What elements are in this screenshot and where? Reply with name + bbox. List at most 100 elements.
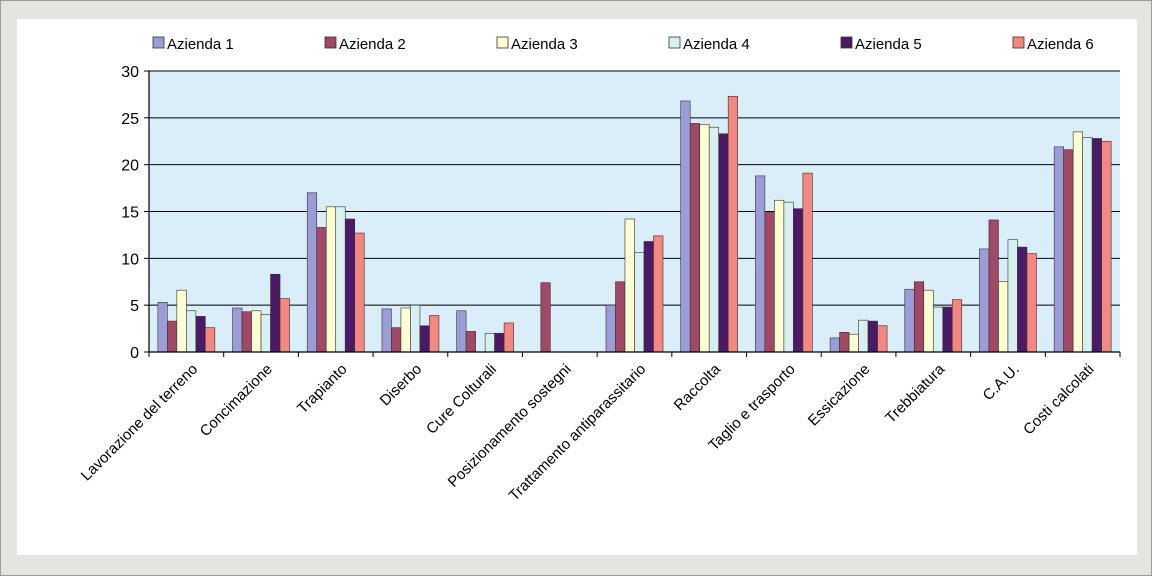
bar — [774, 199, 785, 353]
bar — [381, 308, 392, 353]
x-category-label: C.A.U. — [980, 361, 1023, 404]
bar — [605, 304, 616, 353]
bar — [186, 310, 197, 353]
bar — [708, 126, 719, 353]
x-category-label: Concimazione — [197, 361, 276, 440]
x-category-label: Raccolta — [671, 360, 725, 414]
y-tick-label: 25 — [121, 111, 139, 128]
bar — [279, 298, 290, 353]
bar — [1091, 138, 1102, 353]
bar — [680, 100, 691, 353]
legend: Azienda 1 Azienda 2 Azienda 3 Azienda 4 Azie… — [152, 36, 1094, 53]
bar — [932, 306, 944, 353]
bar — [1053, 146, 1064, 353]
legend-swatch — [496, 36, 509, 49]
bar — [904, 288, 915, 353]
bar — [867, 320, 878, 353]
bar — [325, 206, 337, 353]
bar — [306, 192, 318, 353]
bar — [839, 332, 850, 353]
bar — [1063, 149, 1074, 353]
x-category-label: Essicazione — [805, 361, 874, 430]
bar — [465, 331, 476, 353]
x-category-label: Costi calcolati — [1020, 361, 1097, 438]
legend-label: Azienda 2 — [339, 36, 406, 53]
bar — [354, 232, 365, 353]
bar — [344, 218, 356, 353]
bar — [241, 311, 252, 353]
bar — [232, 307, 243, 353]
bar — [251, 310, 262, 353]
bar — [157, 302, 168, 353]
bar — [1007, 239, 1018, 353]
x-category-label: Trattamento antiparassitario — [506, 361, 650, 505]
legend-swatch — [668, 36, 681, 49]
bar — [634, 252, 645, 353]
bar — [858, 319, 869, 353]
bar — [419, 325, 430, 353]
bar — [205, 327, 216, 353]
legend-label: Azienda 3 — [511, 36, 578, 53]
legend-swatch — [324, 36, 337, 49]
x-category-label: Diserbo — [377, 361, 426, 410]
bar — [1101, 140, 1112, 353]
bar — [689, 123, 700, 353]
bar — [410, 304, 421, 353]
bar — [1072, 131, 1083, 353]
bar — [494, 332, 505, 353]
chart-panel: 0 5 10 15 20 25 30 Lavorazione del terreno Conc… — [17, 19, 1137, 555]
bar — [400, 307, 411, 353]
bar — [877, 325, 888, 353]
y-tick-label: 30 — [121, 64, 139, 81]
bar-chart: 0 5 10 15 20 25 30 Lavorazione del terrenoConc… — [78, 36, 1121, 505]
y-tick-label: 5 — [130, 298, 139, 315]
bar — [484, 332, 495, 353]
bar — [1026, 253, 1037, 353]
legend-swatch — [152, 36, 165, 49]
bar — [988, 219, 999, 353]
bar — [793, 208, 804, 353]
bar — [335, 206, 346, 353]
legend-swatch — [840, 36, 853, 49]
bar — [848, 333, 859, 353]
bar — [699, 124, 710, 353]
bar — [653, 235, 664, 353]
bar — [727, 95, 738, 353]
x-category-label: Trebbiatura — [882, 360, 948, 426]
y-axis-ticks: 0 5 10 15 20 25 30 — [121, 64, 149, 362]
bar — [923, 289, 934, 353]
bar — [615, 281, 626, 353]
bar — [643, 241, 654, 353]
x-category-label: Posizionamento sostegni — [445, 361, 575, 491]
bar — [783, 201, 794, 353]
x-category-label: Trapianto — [294, 361, 350, 417]
bar — [624, 218, 635, 353]
legend-swatch — [1012, 36, 1025, 49]
bar — [764, 212, 775, 353]
bar — [718, 133, 729, 353]
legend-label: Azienda 1 — [167, 36, 234, 53]
bar — [942, 306, 953, 353]
legend-label: Azienda 6 — [1027, 36, 1094, 53]
bar — [456, 310, 467, 353]
bar — [1082, 137, 1093, 353]
y-tick-label: 10 — [121, 251, 139, 268]
bar — [260, 314, 271, 353]
x-category-label: Lavorazione del terreno — [78, 361, 201, 484]
y-tick-label: 0 — [130, 345, 139, 362]
bar — [316, 227, 327, 353]
bar — [829, 337, 840, 353]
bar — [503, 322, 514, 353]
bars — [157, 95, 1112, 353]
bar — [540, 282, 551, 353]
bar — [979, 248, 990, 353]
bar — [167, 320, 178, 353]
y-tick-label: 15 — [121, 205, 139, 222]
x-category-label: Cure Colturali — [423, 361, 500, 438]
y-tick-label: 20 — [121, 158, 139, 175]
legend-label: Azienda 4 — [683, 36, 750, 53]
legend-label: Azienda 5 — [855, 36, 922, 53]
bar — [913, 281, 925, 353]
